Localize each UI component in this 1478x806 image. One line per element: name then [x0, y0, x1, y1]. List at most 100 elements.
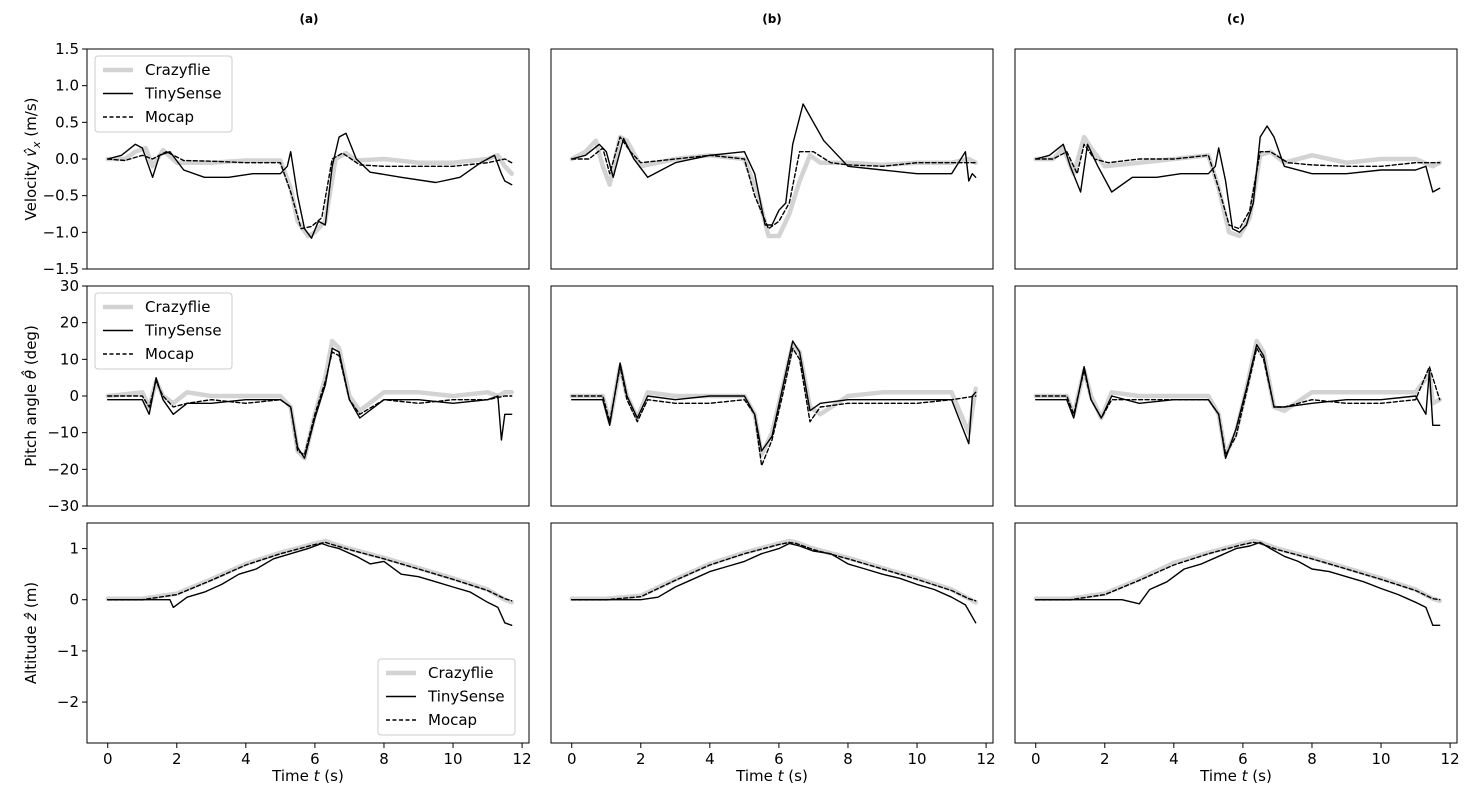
y-axis-label: Pitch angle θ̂ (deg): [20, 325, 40, 467]
x-tick-label: 6: [310, 750, 320, 768]
series-crazyflie: [1033, 134, 1442, 239]
x-tick-label: 10: [1371, 750, 1390, 768]
x-tick-label: 4: [1169, 750, 1179, 768]
column-title-b: (b): [762, 12, 782, 26]
plot-frame: [550, 522, 994, 744]
legend-label-tinysense: TinySense: [144, 322, 222, 340]
series-mocap: [106, 351, 513, 456]
series-crazyflie: [1033, 538, 1442, 604]
y-tick-label: −10: [47, 424, 79, 442]
legend-label-tinysense: TinySense: [427, 688, 505, 706]
series-mocap: [1034, 347, 1441, 456]
legend: Crazyflie TinySense Mocap: [377, 658, 516, 736]
panel-r0-c1: [550, 48, 994, 270]
x-tick-label: 12: [977, 750, 996, 768]
y-tick-label: 1.0: [55, 77, 79, 95]
y-tick-label: 0.5: [55, 113, 79, 131]
y-axis-label: Velocity v̂x (m/s): [22, 98, 43, 221]
y-tick-label: 30: [60, 277, 79, 295]
series-group: [1033, 125, 1442, 239]
x-tick-label: 2: [172, 750, 182, 768]
y-tick-label: −20: [47, 460, 79, 478]
y-tick-label: 20: [60, 314, 79, 332]
series-group: [105, 338, 514, 461]
legend-label-tinysense: TinySense: [144, 85, 222, 103]
panel-r0-c2: [1014, 48, 1458, 270]
series-crazyflie: [105, 145, 514, 239]
plot-frame: [550, 285, 994, 507]
y-tick-label: −2: [57, 693, 79, 711]
series-tinysense: [571, 340, 977, 452]
series-mocap: [571, 347, 977, 467]
x-tick-label: 12: [1441, 750, 1460, 768]
y-tick-label: −1.0: [43, 223, 79, 241]
x-tick-label: 6: [774, 750, 784, 768]
y-tick-label: 0.0: [55, 150, 79, 168]
series-group: [569, 538, 978, 624]
legend-box: [94, 55, 233, 133]
series-mocap: [1034, 541, 1441, 601]
legend-box: [377, 658, 516, 736]
x-tick-label: 2: [1100, 750, 1110, 768]
series-tinysense: [1034, 125, 1441, 234]
x-tick-label: 8: [843, 750, 853, 768]
series-tinysense: [1034, 541, 1441, 626]
column-title-c: (c): [1227, 12, 1245, 26]
series-crazyflie: [569, 538, 978, 605]
y-tick-label: −0.5: [43, 187, 79, 205]
panel-r2-c2: 0 2 4 6 8 10 12 Time t (s): [1014, 522, 1460, 785]
series-group: [1033, 338, 1442, 459]
x-tick-label: 10: [443, 750, 462, 768]
series-mocap: [571, 136, 977, 230]
legend-label-mocap: Mocap: [428, 711, 477, 729]
legend-box: [94, 292, 233, 370]
legend-label-crazyflie: Crazyflie: [428, 664, 493, 682]
x-tick-label: 0: [1031, 750, 1041, 768]
series-tinysense: [106, 132, 513, 239]
plot-frame: [550, 48, 994, 270]
x-tick-label: 8: [379, 750, 389, 768]
series-group: [1033, 538, 1442, 626]
plot-frame: [1014, 285, 1458, 507]
series-mocap: [106, 541, 513, 602]
panel-r1-c0: −30 −20 −10 0 10 20 30 Pitch angle θ̂ (deg) Craz…: [20, 277, 530, 515]
legend-label-mocap: Mocap: [145, 108, 194, 126]
legend-label-mocap: Mocap: [145, 345, 194, 363]
y-tick-label: 0: [69, 591, 79, 609]
legend-label-crazyflie: Crazyflie: [145, 298, 210, 316]
x-tick-label: 4: [241, 750, 251, 768]
panel-r2-c1: 0 2 4 6 8 10 12 Time t (s): [550, 522, 996, 785]
series-tinysense: [571, 103, 977, 226]
x-tick-label: 12: [513, 750, 532, 768]
plot-frame: [1014, 522, 1458, 744]
plot-frame: [86, 522, 530, 744]
x-tick-label: 10: [907, 750, 926, 768]
y-tick-label: −1.5: [43, 260, 79, 278]
x-tick-label: 2: [636, 750, 646, 768]
panels: −1.5 −1.0 −0.5 0.0 0.5 1.0 1.5 Velocity v̂x (m/…: [20, 40, 1459, 785]
series-group: [105, 538, 514, 626]
x-tick-label: 0: [103, 750, 113, 768]
panel-r0-c0: −1.5 −1.0 −0.5 0.0 0.5 1.0 1.5 Velocity v̂x (m/…: [22, 40, 530, 278]
legend: Crazyflie TinySense Mocap: [94, 292, 233, 370]
panel-r2-c0: −2 −1 0 1 Altitude ẑ (m) 0 2 4 6 8 10 12 Time t (s)…: [22, 522, 532, 785]
y-tick-label: 1: [69, 540, 79, 558]
series-tinysense: [1034, 344, 1441, 459]
series-mocap: [106, 150, 513, 230]
panel-r1-c1: [550, 285, 994, 507]
y-tick-label: 1.5: [55, 40, 79, 58]
series-tinysense: [106, 542, 513, 626]
panel-r1-c2: [1014, 285, 1458, 507]
series-crazyflie: [1033, 338, 1442, 457]
x-axis-label: Time t (s): [271, 767, 344, 785]
series-mocap: [571, 541, 977, 602]
plot-frame: [1014, 48, 1458, 270]
x-tick-label: 0: [567, 750, 577, 768]
column-title-a: (a): [299, 12, 318, 26]
y-axis-label: Altitude ẑ (m): [22, 582, 40, 684]
legend-label-crazyflie: Crazyflie: [145, 61, 210, 79]
series-mocap: [1034, 143, 1441, 230]
column-titles: (a) (b) (c): [299, 12, 1245, 26]
x-axis-label: Time t (s): [1199, 767, 1272, 785]
y-tick-label: 10: [60, 350, 79, 368]
